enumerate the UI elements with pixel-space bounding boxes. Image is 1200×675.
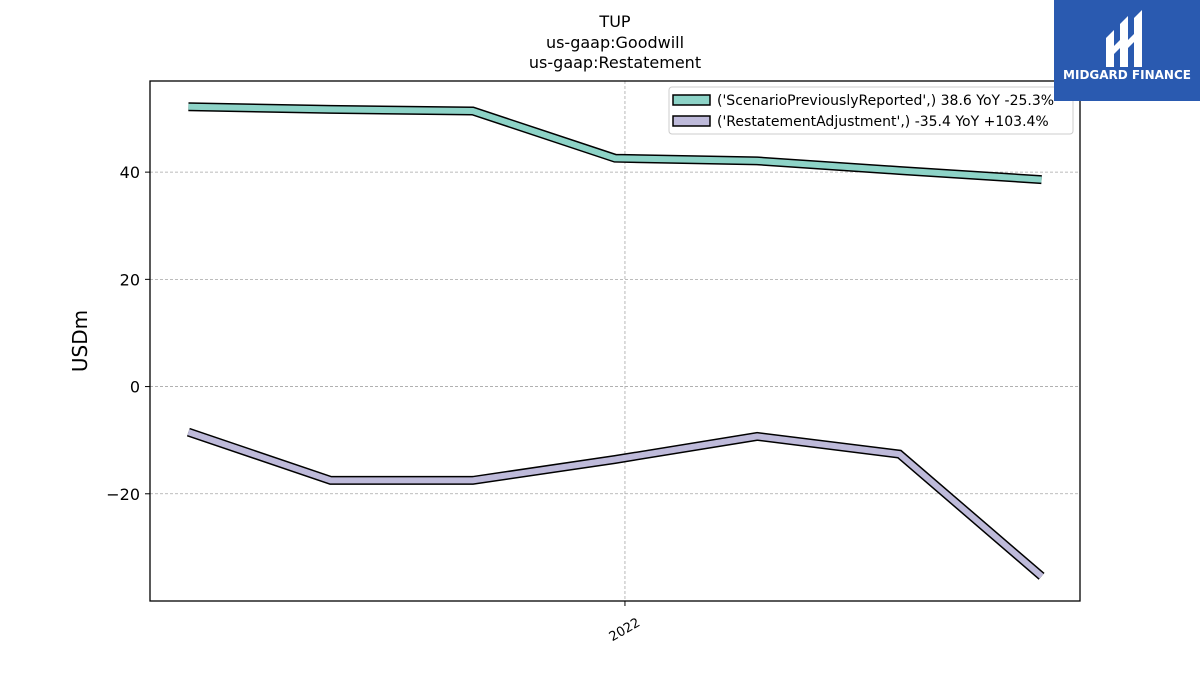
legend-swatch-2 xyxy=(672,115,711,127)
logo-mark-icon xyxy=(1106,10,1142,67)
series-2-outline xyxy=(186,427,1045,580)
y-tick-label: 20 xyxy=(120,270,140,289)
y-axis: 40 20 0 −20 xyxy=(106,163,150,504)
legend-label-2: ('RestatementAdjustment',) -35.4 YoY +10… xyxy=(717,114,1049,130)
plot-frame xyxy=(149,80,1081,602)
y-tick-label: 0 xyxy=(130,378,140,397)
y-tick-label: −20 xyxy=(106,485,140,504)
midgard-finance-logo: MIDGARD FINANCE xyxy=(1054,0,1200,101)
chart-title: TUP us-gaap:Goodwill us-gaap:Restatement xyxy=(529,12,701,72)
logo-name: MIDGARD FINANCE xyxy=(1063,68,1191,82)
x-tick-label: 2022 xyxy=(607,615,643,645)
legend-label-1: ('ScenarioPreviouslyReported',) 38.6 YoY… xyxy=(717,93,1054,109)
x-axis: 2022 xyxy=(607,601,643,645)
series-layer xyxy=(186,102,1045,580)
y-axis-label: USDm xyxy=(68,310,92,372)
legend: ('ScenarioPreviouslyReported',) 38.6 YoY… xyxy=(668,86,1074,135)
y-tick-label: 40 xyxy=(120,163,140,182)
title-line-2: us-gaap:Goodwill xyxy=(546,33,684,52)
title-line-3: us-gaap:Restatement xyxy=(529,53,701,72)
series-1-line xyxy=(188,103,1042,183)
legend-swatch-1 xyxy=(672,94,711,106)
title-line-1: TUP xyxy=(598,12,630,31)
legend-box xyxy=(668,86,1074,135)
series-2-line xyxy=(187,429,1044,579)
